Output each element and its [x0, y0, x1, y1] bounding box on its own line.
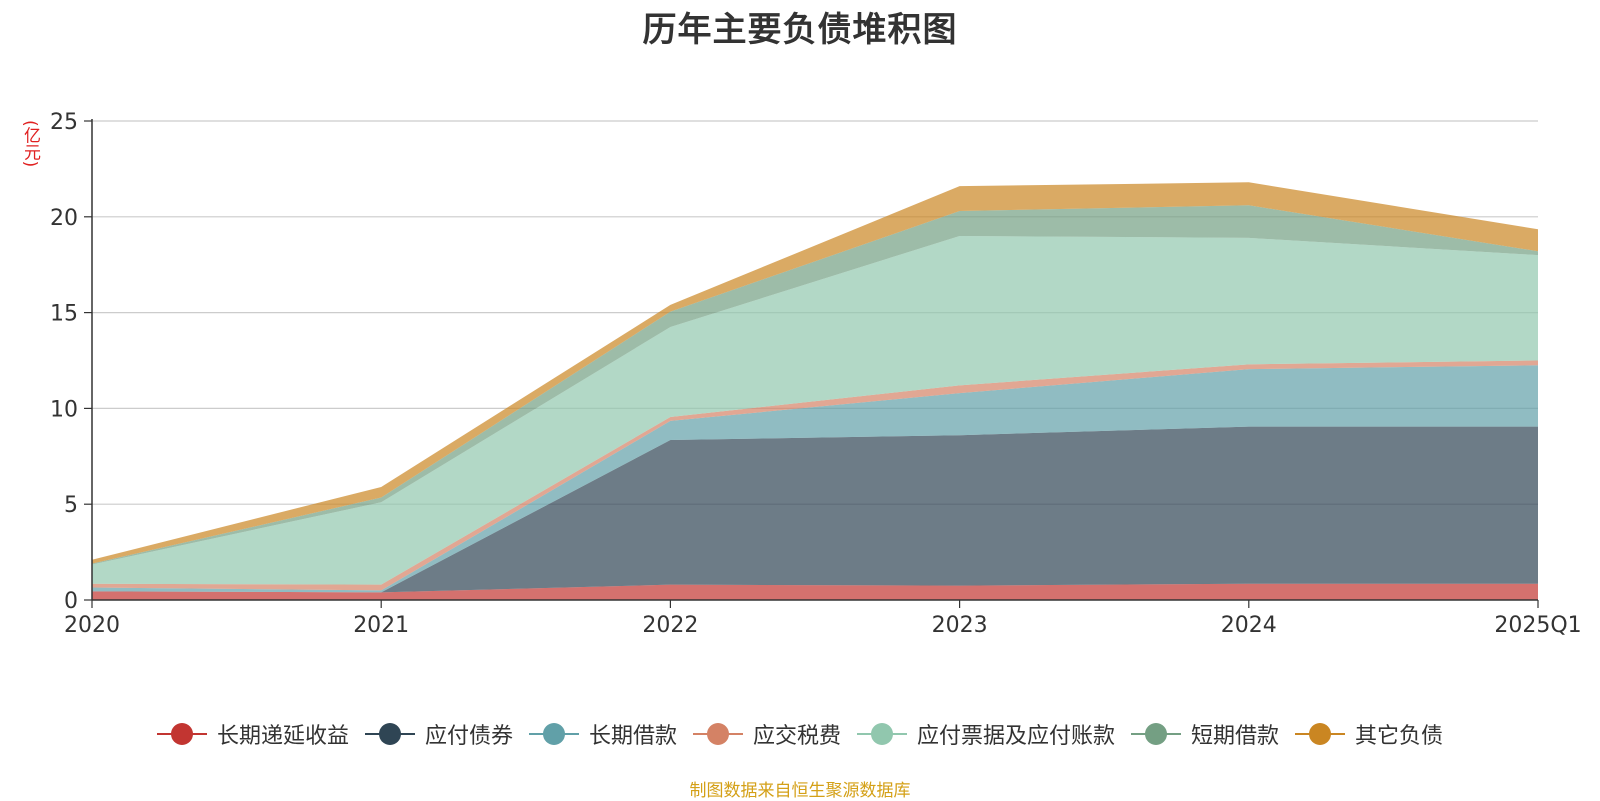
legend-label: 应交税费 [752, 724, 841, 749]
y-tick-label: 5 [64, 493, 78, 518]
y-tick-label: 20 [50, 206, 78, 231]
legend-marker-icon [364, 723, 415, 745]
area-series-6 [92, 182, 1538, 564]
area-series-0 [92, 583, 1538, 600]
x-tick-label: 2023 [932, 613, 988, 638]
y-axis-unit-label: (亿元) [20, 120, 40, 168]
area-series-2 [92, 365, 1538, 593]
legend-marker-icon [692, 723, 743, 745]
legend-item-2[interactable]: 长期借款 [528, 718, 677, 750]
legend-item-5[interactable]: 短期借款 [1131, 718, 1279, 750]
x-tick-label: 2022 [642, 613, 698, 638]
x-tick-label: 2021 [353, 613, 409, 638]
y-tick-label: 10 [50, 397, 78, 422]
legend-label: 长期借款 [588, 724, 677, 749]
axes: 0 5 10 15 20 25 2020 2021 2022 2023 2024 2025Q1 [50, 110, 1582, 638]
legend-marker-icon [1131, 723, 1182, 745]
y-tick-label: 15 [50, 302, 78, 327]
legend-marker-icon [857, 723, 907, 745]
y-tick-label: 0 [64, 589, 78, 614]
x-tick-label: 2020 [64, 613, 120, 638]
legend-label: 应付票据及应付账款 [917, 724, 1116, 749]
legend-item-6[interactable]: 其它负债 [1295, 718, 1443, 750]
legend-label: 其它负债 [1355, 724, 1444, 749]
legend-marker-icon [528, 723, 579, 745]
x-tick-label: 2024 [1221, 613, 1277, 638]
legend-item-4[interactable]: 应付票据及应付账款 [857, 718, 1115, 750]
legend-item-3[interactable]: 应交税费 [692, 718, 841, 750]
legend-label: 长期递延收益 [216, 724, 349, 749]
area-series-4 [92, 235, 1538, 585]
source-note: 制图数据来自恒生聚源数据库 [689, 781, 911, 801]
legend-label: 应付债券 [424, 724, 513, 749]
legend-item-1[interactable]: 应付债券 [364, 718, 513, 750]
y-tick-label: 25 [50, 110, 78, 135]
x-tick-label: 2025Q1 [1494, 613, 1581, 638]
area-series-1 [92, 426, 1538, 593]
legend-marker-icon [156, 723, 207, 745]
area-series-5 [92, 205, 1538, 565]
legend-label: 短期借款 [1191, 724, 1280, 749]
chart-title: 历年主要负债堆积图 [642, 10, 958, 50]
legend-item-0[interactable]: 长期递延收益 [156, 718, 349, 750]
area-series-3 [92, 360, 1538, 591]
area-series-group [92, 182, 1538, 600]
legend-marker-icon [1295, 723, 1346, 745]
legend: 长期递延收益 应付债券 长期借款 应交税费 应付票据及应付账款 短期借款 其它负债 [0, 718, 1600, 750]
